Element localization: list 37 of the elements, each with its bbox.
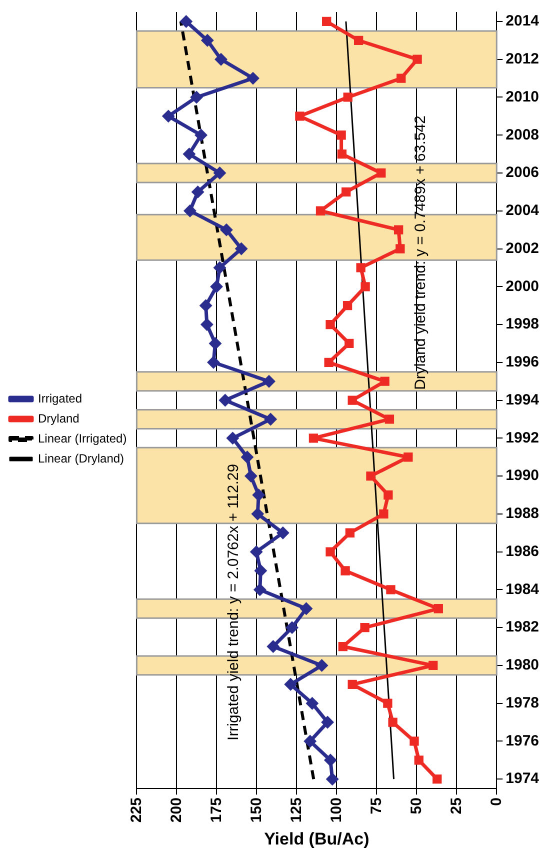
x-tick-label: 175: [208, 798, 225, 823]
x-tick-label: 25: [448, 798, 465, 814]
y-tick-label: 2012: [506, 50, 540, 68]
x-tick-label: 200: [168, 798, 185, 823]
y-tick-label: 1982: [506, 618, 540, 636]
y-tick-label: 2006: [506, 164, 540, 182]
y-tick-label: 1974: [506, 770, 540, 788]
y-tick-label: 1984: [506, 580, 540, 598]
x-tick-label: 225: [128, 798, 145, 823]
y-tick-label: 1976: [506, 732, 540, 750]
y-tick-label: 1998: [506, 316, 540, 333]
y-tick-label: 1988: [506, 505, 540, 522]
y-tick-label: 2002: [506, 240, 540, 257]
y-tick-label: 2010: [506, 88, 540, 106]
y-tick-label: 2000: [506, 278, 540, 295]
y-tick-label: 2014: [506, 12, 540, 30]
y-tick-label: 1986: [506, 542, 540, 560]
y-tick-label: 1990: [506, 467, 540, 484]
annotation: Irrigated yield trend: y = 2.0762x + 112.29: [225, 464, 242, 740]
x-axis-title: Yield (Bu/Ac): [264, 829, 370, 848]
y-tick-label: 1980: [506, 656, 540, 674]
y-tick-label: 1978: [506, 694, 540, 712]
x-tick-label: 125: [288, 798, 305, 823]
x-tick-label: 0: [488, 798, 505, 806]
legend-label: Linear (Dryland): [38, 451, 124, 466]
x-tick-label: 75: [368, 798, 385, 814]
y-tick-label: 1994: [506, 391, 540, 408]
y-tick-label: 1996: [506, 354, 540, 371]
y-tick-label: 1992: [506, 429, 540, 446]
x-tick-label: 100: [328, 798, 345, 823]
legend-label: Irrigated: [38, 391, 82, 406]
legend-label: Dryland: [38, 411, 80, 426]
legend-label: Linear (Irrigated): [38, 431, 127, 446]
y-tick-label: 2008: [506, 126, 540, 144]
y-tick-label: 2004: [506, 202, 540, 220]
x-tick-label: 50: [408, 798, 425, 814]
x-tick-label: 150: [248, 798, 265, 823]
